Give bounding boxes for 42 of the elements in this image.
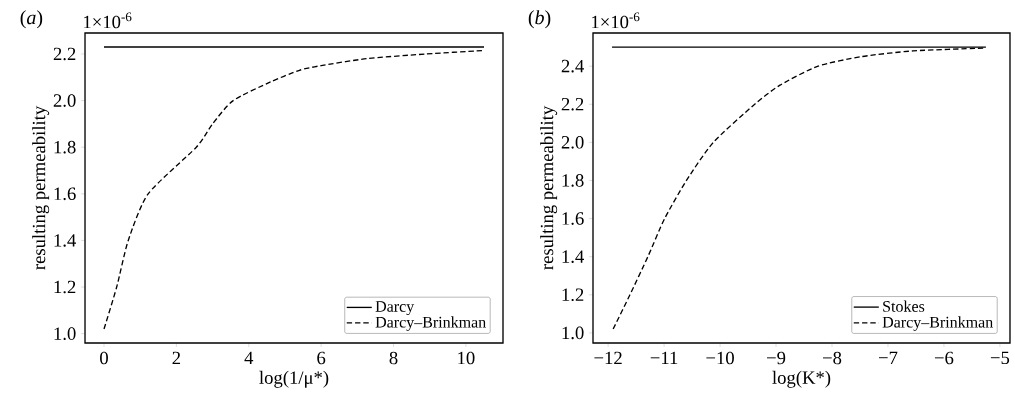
y-tick-label: 1.0: [54, 327, 76, 341]
y-tick-label: 2.4: [561, 59, 585, 73]
legend-label: Stokes: [883, 300, 925, 312]
legend-label: Darcy: [375, 301, 415, 316]
y-tick-label: 1.4: [54, 234, 77, 247]
y-tick-label: 2.0: [561, 136, 584, 149]
x-tick-label: −10: [706, 351, 734, 365]
x-tick-label: 6: [317, 351, 326, 365]
y-tick-label: 1.4: [562, 250, 585, 263]
legend-label: Darcy–Brinkman: [882, 316, 993, 331]
line-series: [103, 49, 485, 330]
y-axis-title: resulting permeability: [540, 105, 558, 270]
x-tick-label: −8: [822, 351, 842, 365]
x-tick-label: −6: [934, 351, 954, 365]
legend-label: Darcy–Brinkman: [375, 316, 486, 331]
y-tick-label: 1.6: [54, 187, 76, 201]
y-tick-label: 2.0: [53, 94, 76, 107]
y-tick-label: 2.2: [53, 47, 76, 61]
x-tick-label: 10: [458, 351, 475, 365]
x-tick-label: 4: [244, 351, 254, 364]
chart-title: (a): [20, 10, 43, 29]
y-tick-label: 2.2: [561, 97, 584, 111]
y-tick-label: 1.2: [562, 288, 584, 302]
x-tick-label: 0: [100, 351, 108, 365]
x-axis-title: log(1/μ*): [259, 370, 329, 388]
y-tick-label: 1.2: [54, 280, 76, 294]
x-tick-label: 8: [389, 351, 398, 365]
y-axis-title: resulting permeability: [32, 105, 50, 270]
x-tick-label: −11: [650, 351, 678, 365]
x-tick-label: −5: [990, 351, 1010, 365]
y-tick-label: 1.8: [54, 140, 76, 154]
y-tick-label: 1.6: [562, 212, 584, 225]
text: 1×10$^{-6}$: [84, 12, 132, 29]
x-tick-label: −7: [878, 351, 898, 364]
y-tick-label: 1.0: [562, 326, 584, 340]
x-axis-title: log(K*): [772, 370, 831, 388]
text: 1×10$^{-6}$: [592, 12, 640, 29]
chart-title: (b): [528, 10, 551, 29]
x-tick-label: −12: [594, 351, 622, 365]
x-tick-label: −9: [767, 351, 786, 365]
y-tick-label: 1.8: [562, 174, 584, 187]
x-tick-label: 2: [172, 351, 181, 365]
